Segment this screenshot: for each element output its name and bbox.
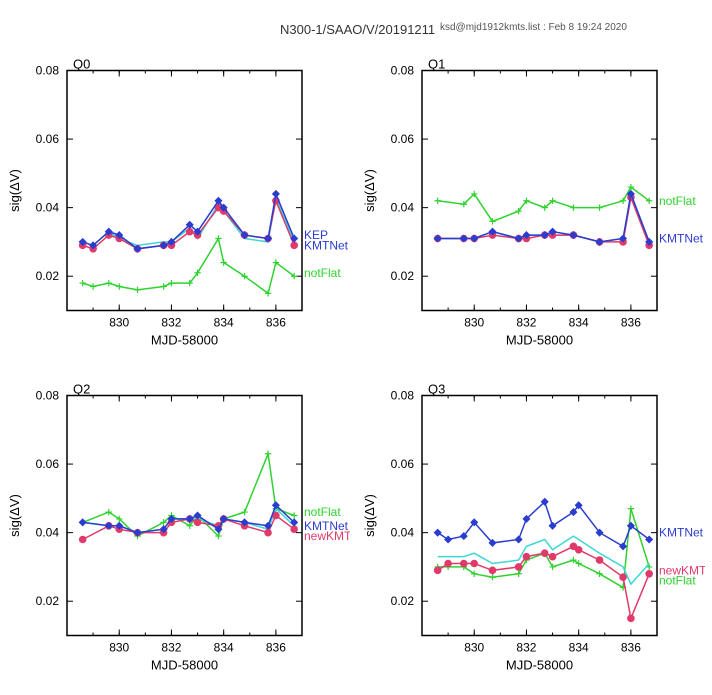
svg-text:0.02: 0.02 bbox=[36, 594, 60, 608]
svg-text:sig(ΔV): sig(ΔV) bbox=[362, 494, 377, 537]
svg-text:0.04: 0.04 bbox=[391, 201, 415, 215]
svg-text:MJD-58000: MJD-58000 bbox=[151, 333, 218, 348]
svg-text:0.06: 0.06 bbox=[36, 457, 60, 471]
panel-svg-q0: 830 832 834 836 0.02 0.04 0.06 0.08 MJD-58000 sig… bbox=[5, 50, 350, 355]
svg-text:0.02: 0.02 bbox=[391, 594, 415, 608]
svg-text:KMTNet: KMTNet bbox=[659, 526, 704, 540]
page-subtitle: ksd@mjd1912kmts.list : Feb 8 19:24 2020 bbox=[440, 22, 627, 33]
svg-text:0.06: 0.06 bbox=[391, 132, 415, 146]
svg-text:834: 834 bbox=[569, 316, 589, 330]
svg-text:830: 830 bbox=[109, 641, 129, 655]
svg-text:newKMT: newKMT bbox=[304, 529, 350, 543]
svg-text:Q2: Q2 bbox=[73, 382, 90, 397]
svg-text:KMTNet: KMTNet bbox=[659, 232, 704, 246]
svg-text:832: 832 bbox=[516, 316, 536, 330]
svg-text:0.08: 0.08 bbox=[36, 64, 60, 78]
svg-text:830: 830 bbox=[109, 316, 129, 330]
svg-text:0.08: 0.08 bbox=[36, 389, 60, 403]
svg-text:836: 836 bbox=[621, 641, 641, 655]
svg-text:0.02: 0.02 bbox=[36, 269, 60, 283]
svg-text:notFlat: notFlat bbox=[304, 266, 341, 280]
svg-text:836: 836 bbox=[621, 316, 641, 330]
panel-svg-q1: 830 832 834 836 0.02 0.04 0.06 0.08 MJD-58000 sig… bbox=[360, 50, 705, 355]
svg-text:836: 836 bbox=[266, 641, 286, 655]
panel-q2: 830 832 834 836 0.02 0.04 0.06 0.08 MJD-58000 sig… bbox=[5, 375, 350, 680]
svg-text:832: 832 bbox=[161, 316, 181, 330]
svg-text:832: 832 bbox=[516, 641, 536, 655]
svg-text:834: 834 bbox=[569, 641, 589, 655]
svg-text:0.02: 0.02 bbox=[391, 269, 415, 283]
panel-q0: 830 832 834 836 0.02 0.04 0.06 0.08 MJD-58000 sig… bbox=[5, 50, 350, 355]
svg-text:0.04: 0.04 bbox=[391, 526, 415, 540]
svg-text:0.06: 0.06 bbox=[391, 457, 415, 471]
svg-text:830: 830 bbox=[464, 316, 484, 330]
svg-text:0.08: 0.08 bbox=[391, 389, 415, 403]
svg-text:834: 834 bbox=[214, 316, 234, 330]
panel-svg-q3: 830 832 834 836 0.02 0.04 0.06 0.08 MJD-58000 sig… bbox=[360, 375, 705, 680]
svg-text:notFlat: notFlat bbox=[659, 574, 696, 588]
svg-text:MJD-58000: MJD-58000 bbox=[506, 658, 573, 673]
svg-text:0.08: 0.08 bbox=[391, 64, 415, 78]
svg-text:832: 832 bbox=[161, 641, 181, 655]
svg-text:MJD-58000: MJD-58000 bbox=[506, 333, 573, 348]
svg-text:Q1: Q1 bbox=[428, 57, 445, 72]
svg-text:sig(ΔV): sig(ΔV) bbox=[362, 169, 377, 212]
svg-text:sig(ΔV): sig(ΔV) bbox=[7, 169, 22, 212]
svg-text:MJD-58000: MJD-58000 bbox=[151, 658, 218, 673]
svg-text:KMTNet: KMTNet bbox=[304, 238, 349, 252]
svg-text:notFlat: notFlat bbox=[659, 194, 696, 208]
svg-text:0.04: 0.04 bbox=[36, 526, 60, 540]
page-title: N300-1/SAAO/V/20191211 bbox=[280, 22, 435, 37]
svg-text:0.06: 0.06 bbox=[36, 132, 60, 146]
svg-text:Q3: Q3 bbox=[428, 382, 445, 397]
svg-text:0.04: 0.04 bbox=[36, 201, 60, 215]
svg-text:830: 830 bbox=[464, 641, 484, 655]
panel-svg-q2: 830 832 834 836 0.02 0.04 0.06 0.08 MJD-58000 sig… bbox=[5, 375, 350, 680]
svg-text:notFlat: notFlat bbox=[304, 505, 341, 519]
panel-q3: 830 832 834 836 0.02 0.04 0.06 0.08 MJD-58000 sig… bbox=[360, 375, 705, 680]
panel-q1: 830 832 834 836 0.02 0.04 0.06 0.08 MJD-58000 sig… bbox=[360, 50, 705, 355]
svg-text:836: 836 bbox=[266, 316, 286, 330]
chart-grid: 830 832 834 836 0.02 0.04 0.06 0.08 MJD-58000 sig… bbox=[5, 50, 705, 670]
svg-text:Q0: Q0 bbox=[73, 57, 90, 72]
svg-text:834: 834 bbox=[214, 641, 234, 655]
svg-text:sig(ΔV): sig(ΔV) bbox=[7, 494, 22, 537]
